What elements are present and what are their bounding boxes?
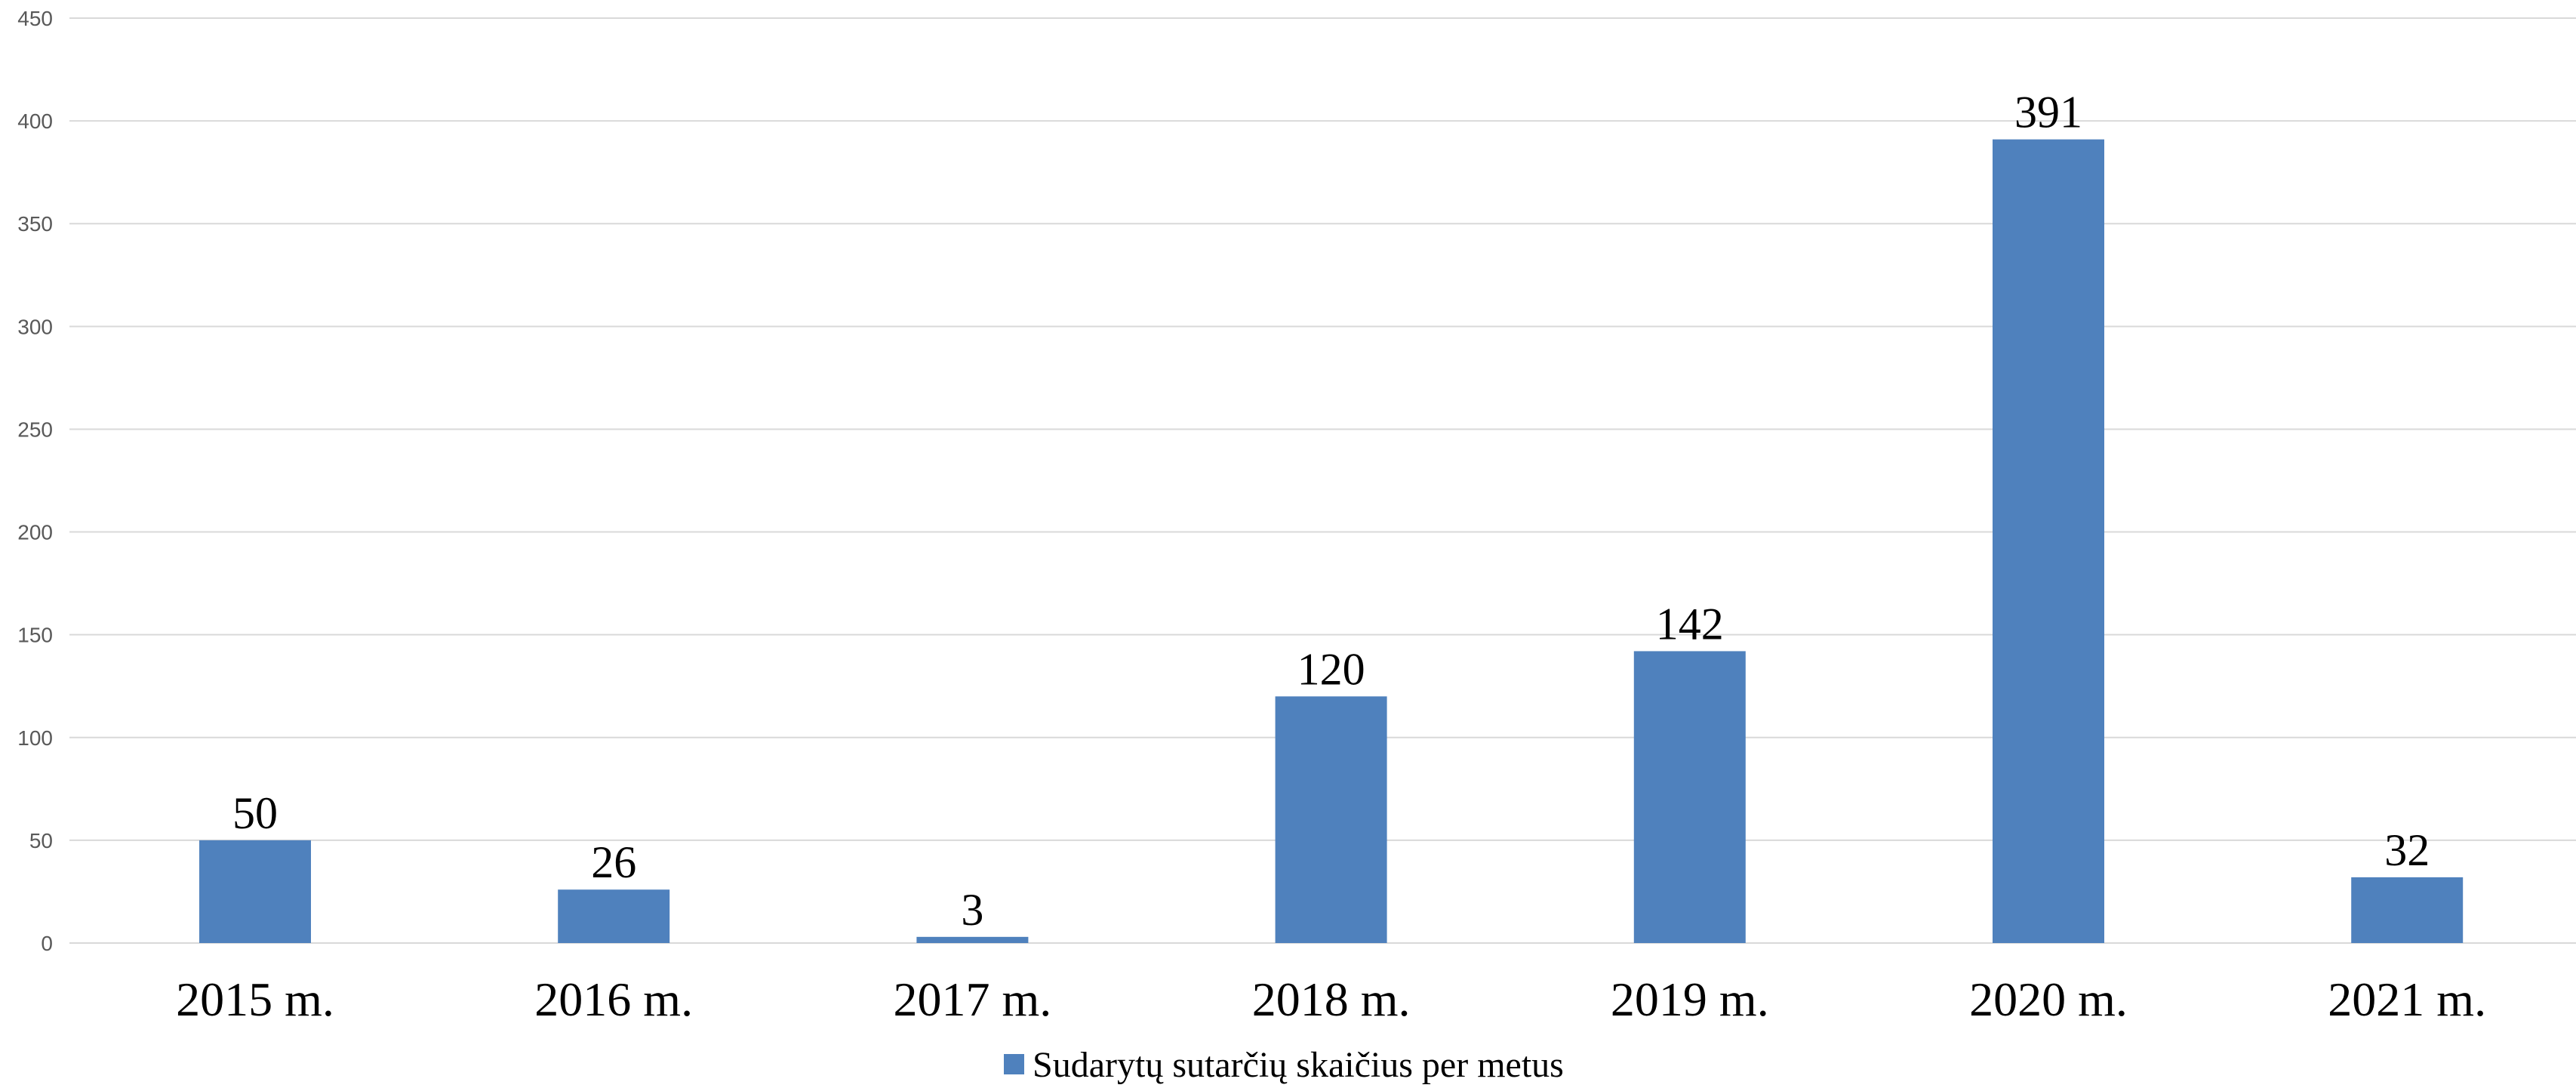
bar [1275, 696, 1387, 943]
data-label: 50 [232, 788, 278, 838]
x-tick-label: 2019 m. [1611, 972, 1769, 1026]
legend-swatch [1004, 1054, 1024, 1074]
x-tick-label: 2017 m. [894, 972, 1052, 1026]
data-label: 32 [2384, 825, 2430, 875]
x-tick-label: 2016 m. [534, 972, 693, 1026]
y-tick-label: 50 [29, 829, 53, 852]
y-tick-label: 450 [17, 7, 53, 30]
y-tick-label: 100 [17, 726, 53, 750]
y-tick-label: 0 [41, 932, 53, 955]
bar [1633, 651, 1746, 943]
legend: Sudarytų sutarčių skaičius per metus [1004, 1045, 1564, 1085]
y-tick-label: 350 [17, 212, 53, 236]
gridlines [69, 17, 2576, 944]
y-tick-label: 200 [17, 521, 53, 544]
bars: 50 26 3 120 142 391 32 [199, 88, 2464, 944]
y-tick-label: 300 [17, 315, 53, 338]
data-label: 120 [1297, 644, 1365, 694]
x-tick-label: 2018 m. [1252, 972, 1411, 1026]
data-label: 26 [591, 837, 636, 887]
data-label: 3 [961, 885, 983, 935]
legend-label: Sudarytų sutarčių skaičius per metus [1033, 1045, 1564, 1085]
bar [2351, 877, 2464, 943]
x-tick-label: 2015 m. [176, 972, 334, 1026]
x-tick-label: 2021 m. [2328, 972, 2486, 1026]
bar [916, 936, 1029, 943]
bar [558, 889, 670, 943]
y-tick-label: 400 [17, 109, 53, 133]
y-tick-label: 150 [17, 624, 53, 647]
y-axis-ticks: 0 50 100 150 200 250 300 350 400 450 [17, 7, 53, 955]
x-tick-label: 2020 m. [1969, 972, 2128, 1026]
x-axis-ticks: 2015 m. 2016 m. 2017 m. 2018 m. 2019 m. 2020 … [176, 972, 2486, 1026]
bar [1993, 139, 2104, 944]
data-label: 142 [1656, 599, 1724, 649]
bar [199, 840, 311, 943]
y-tick-label: 250 [17, 418, 53, 441]
data-label: 391 [2014, 88, 2082, 137]
